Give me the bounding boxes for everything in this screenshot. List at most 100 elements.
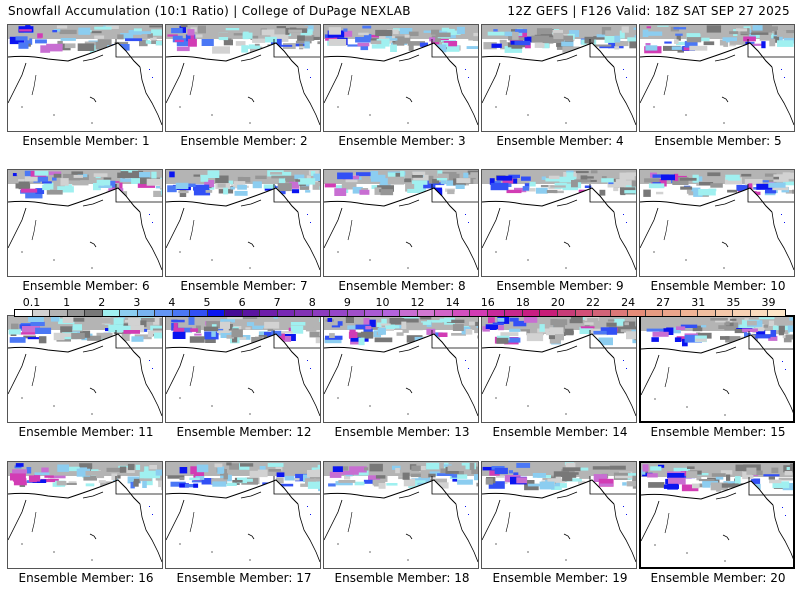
- ensemble-map-panel[interactable]: [323, 169, 479, 277]
- colorbar-swatch: [347, 310, 366, 316]
- colorbar-label: 10: [375, 296, 390, 309]
- ensemble-map-panel[interactable]: [165, 169, 321, 277]
- colorbar-label: 39: [761, 296, 776, 309]
- colorbar-swatch: [225, 310, 243, 316]
- colorbar-label: 20: [550, 296, 565, 309]
- member-caption: Ensemble Member: 9: [496, 279, 624, 293]
- colorbar-swatch: [120, 310, 138, 316]
- member-caption: Ensemble Member: 16: [18, 571, 154, 585]
- colorbar-swatch: [680, 310, 699, 316]
- ensemble-map-panel[interactable]: [639, 315, 795, 423]
- colorbar-label: 9: [343, 296, 351, 309]
- colorbar-swatch: [400, 310, 418, 316]
- colorbar-swatch: [417, 310, 436, 316]
- colorbar-swatch: [260, 310, 278, 316]
- ensemble-map-panel[interactable]: [323, 24, 479, 132]
- colorbar-swatch: [172, 310, 191, 316]
- colorbar-swatch: [207, 310, 226, 316]
- run-valid-time: 12Z GEFS | F126 Valid: 18Z SAT SEP 27 20…: [507, 4, 790, 18]
- colorbar-swatch: [102, 310, 121, 316]
- colorbar-label: 18: [515, 296, 530, 309]
- member-caption: Ensemble Member: 14: [492, 425, 628, 439]
- colorbar-swatch: [470, 310, 488, 316]
- colorbar-swatch: [50, 310, 68, 316]
- colorbar-swatch: [32, 310, 51, 316]
- colorbar-label: 24: [621, 296, 636, 309]
- colorbar-label: 7: [273, 296, 281, 309]
- ensemble-map-panel[interactable]: [7, 461, 163, 569]
- colorbar-label: 8: [308, 296, 316, 309]
- colorbar-swatch: [382, 310, 401, 316]
- colorbar-label: 2: [98, 296, 106, 309]
- ensemble-map-panel[interactable]: [323, 461, 479, 569]
- member-caption: Ensemble Member: 7: [180, 279, 308, 293]
- colorbar-label: 6: [238, 296, 246, 309]
- member-caption: Ensemble Member: 12: [176, 425, 312, 439]
- colorbar-swatch: [242, 310, 261, 316]
- colorbar-swatch: [593, 310, 611, 316]
- ensemble-map-panel[interactable]: [7, 169, 163, 277]
- colorbar-label: 35: [726, 296, 741, 309]
- member-caption: Ensemble Member: 8: [338, 279, 466, 293]
- colorbar-swatch: [277, 310, 296, 316]
- colorbar-swatch: [663, 310, 681, 316]
- colorbar-swatch: [715, 310, 734, 316]
- colorbar-legend: [14, 309, 786, 317]
- snow-field: [166, 316, 320, 330]
- colorbar-label: 22: [586, 296, 600, 309]
- colorbar-label: 4: [168, 296, 176, 309]
- member-caption: Ensemble Member: 20: [650, 571, 786, 585]
- colorbar-swatch: [452, 310, 471, 316]
- page-title: Snowfall Accumulation (10:1 Ratio) | Col…: [8, 4, 411, 18]
- ensemble-map-panel[interactable]: [481, 315, 637, 423]
- member-caption: Ensemble Member: 4: [496, 134, 624, 148]
- member-caption: Ensemble Member: 3: [338, 134, 466, 148]
- colorbar-swatch: [575, 310, 594, 316]
- colorbar-swatch: [522, 310, 541, 316]
- ensemble-map-panel[interactable]: [7, 24, 163, 132]
- colorbar-swatch: [645, 310, 664, 316]
- member-caption: Ensemble Member: 1: [22, 134, 150, 148]
- colorbar-label: 27: [656, 296, 671, 309]
- colorbar-swatch: [698, 310, 716, 316]
- colorbar-label: 12: [410, 296, 425, 309]
- ensemble-map-panel[interactable]: [639, 461, 795, 569]
- colorbar-label: 31: [691, 296, 706, 309]
- colorbar-swatch: [610, 310, 629, 316]
- colorbar-swatch: [137, 310, 156, 316]
- colorbar-swatch: [15, 310, 33, 316]
- colorbar-label: 0.1: [22, 296, 41, 309]
- colorbar-swatch: [190, 310, 208, 316]
- colorbar-swatch: [628, 310, 646, 316]
- colorbar-swatch: [155, 310, 173, 316]
- colorbar-label: 5: [203, 296, 211, 309]
- colorbar-swatch: [435, 310, 453, 316]
- member-caption: Ensemble Member: 18: [334, 571, 470, 585]
- colorbar-swatch: [505, 310, 523, 316]
- member-caption: Ensemble Member: 13: [334, 425, 470, 439]
- colorbar-swatch: [733, 310, 751, 316]
- ensemble-map-panel[interactable]: [481, 169, 637, 277]
- ensemble-map-panel[interactable]: [165, 461, 321, 569]
- member-caption: Ensemble Member: 6: [22, 279, 150, 293]
- ensemble-map-panel[interactable]: [639, 169, 795, 277]
- colorbar-swatch: [312, 310, 331, 316]
- member-caption: Ensemble Member: 17: [176, 571, 312, 585]
- colorbar-swatch: [295, 310, 313, 316]
- colorbar-swatch: [487, 310, 506, 316]
- colorbar-swatch: [768, 310, 785, 316]
- member-caption: Ensemble Member: 19: [492, 571, 628, 585]
- ensemble-map-panel[interactable]: [323, 315, 479, 423]
- ensemble-map-panel[interactable]: [481, 24, 637, 132]
- ensemble-map-panel[interactable]: [639, 24, 795, 132]
- colorbar-labels: 0.1 1 2 3 4 5 6 7 8 9 10 12 14 16 18 20 22 24 27 31 35 39: [14, 296, 786, 309]
- ensemble-map-panel[interactable]: [7, 315, 163, 423]
- member-caption: Ensemble Member: 5: [654, 134, 782, 148]
- ensemble-map-panel[interactable]: [165, 315, 321, 423]
- ensemble-map-panel[interactable]: [481, 461, 637, 569]
- ensemble-map-panel[interactable]: [165, 24, 321, 132]
- colorbar-swatch: [67, 310, 86, 316]
- member-caption: Ensemble Member: 10: [650, 279, 786, 293]
- colorbar-swatch: [330, 310, 348, 316]
- colorbar-label: 3: [133, 296, 141, 309]
